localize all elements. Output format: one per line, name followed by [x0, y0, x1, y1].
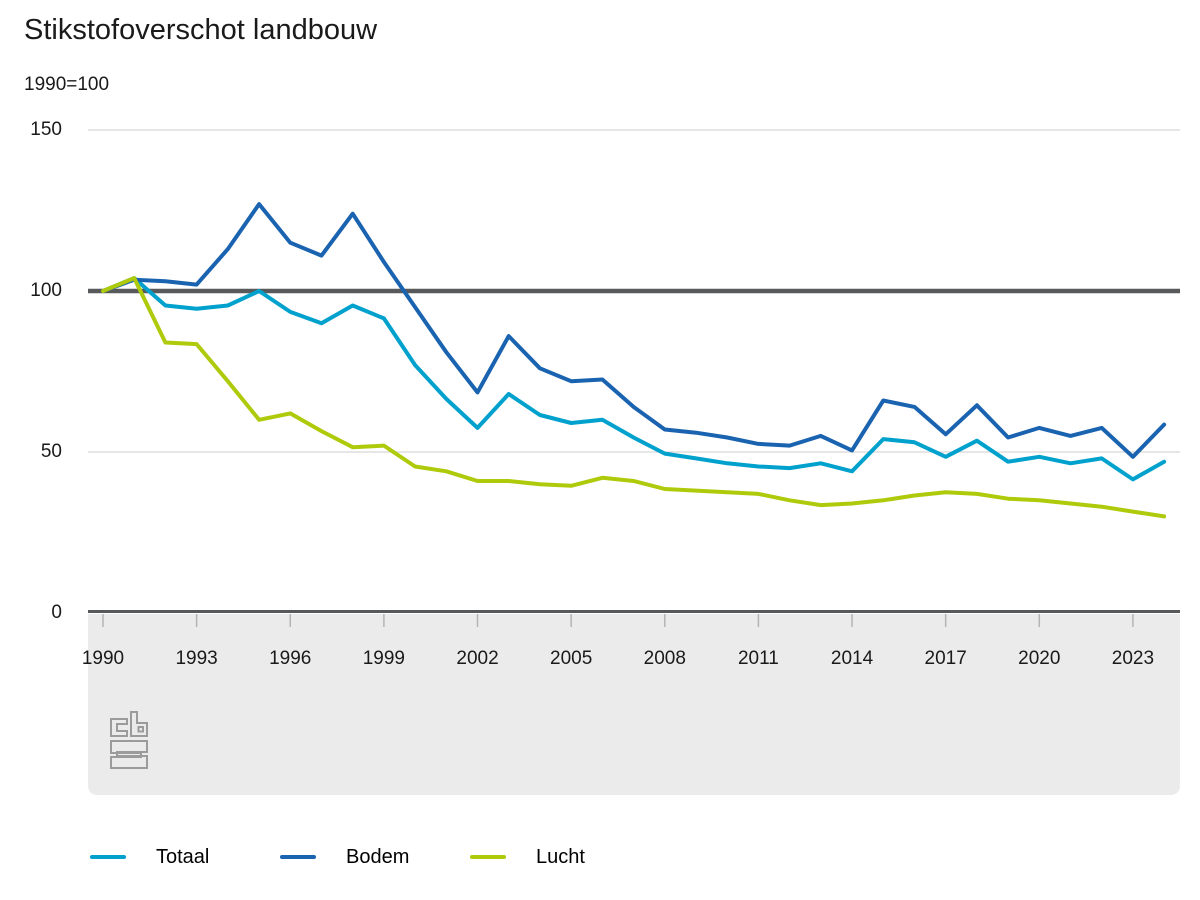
x-tick-label-1990: 1990: [81, 648, 125, 669]
legend-swatch-bodem: [280, 855, 316, 859]
x-tick-label-2020: 2020: [1018, 648, 1061, 669]
x-tick-label-2002: 2002: [456, 648, 499, 669]
cbs-logo: [110, 711, 148, 769]
legend-item-lucht: Lucht: [470, 841, 585, 873]
x-tick-label-2005: 2005: [550, 648, 593, 669]
x-tick-label-1993: 1993: [175, 648, 218, 669]
chart-unit-note: 1990=100: [24, 74, 110, 95]
legend-item-bodem: Bodem: [280, 841, 409, 873]
x-tick-label-2014: 2014: [830, 648, 874, 669]
series-line-totaal: [101, 276, 1167, 482]
legend-swatch-lucht: [470, 855, 506, 859]
x-tick-label-2011: 2011: [737, 648, 779, 669]
cbs-logo-s: [110, 740, 148, 769]
y-tick-label-50: 50: [40, 441, 62, 462]
cbs-logo-b: [130, 711, 148, 737]
cbs-logo-b-hole: [137, 726, 144, 733]
series-line-lucht: [101, 276, 1167, 519]
series-line-bodem: [101, 202, 1167, 459]
legend-swatch-totaal: [90, 855, 126, 859]
legend-label-bodem: Bodem: [346, 845, 410, 868]
y-tick-label-150: 150: [30, 119, 62, 140]
legend: Totaal Bodem Lucht: [0, 841, 1200, 873]
x-axis-band: [88, 614, 1180, 795]
legend-item-totaal: Totaal: [90, 841, 209, 873]
x-tick-label-2017: 2017: [924, 648, 967, 669]
y-tick-label-100: 100: [30, 280, 62, 301]
cbs-logo-c: [110, 718, 128, 737]
y-tick-label-0: 0: [51, 602, 62, 623]
legend-label-lucht: Lucht: [536, 845, 585, 868]
chart-title: Stikstofoverschot landbouw: [24, 14, 378, 46]
x-tick-label-1996: 1996: [269, 648, 312, 669]
x-tick-label-1999: 1999: [362, 648, 406, 669]
x-tick-label-2023: 2023: [1111, 648, 1155, 669]
x-tick-label-2008: 2008: [643, 648, 686, 669]
legend-label-totaal: Totaal: [156, 845, 210, 868]
